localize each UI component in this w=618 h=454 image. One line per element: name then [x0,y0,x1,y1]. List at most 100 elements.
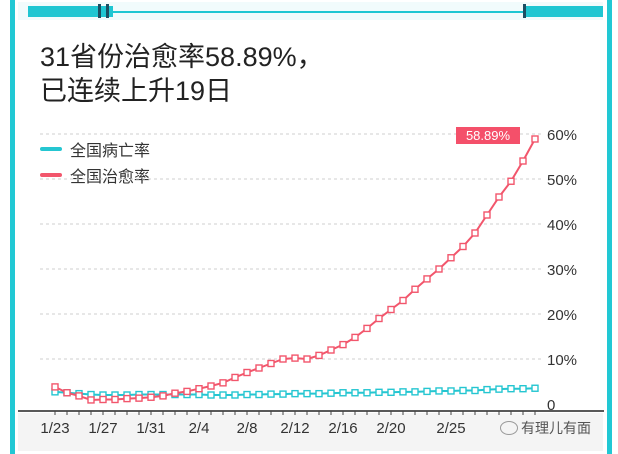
top-strip-pin [523,4,526,18]
death-rate-point [195,390,203,399]
cure-rate-point [147,393,155,401]
death-rate-point [495,385,503,393]
death-rate-point [291,389,299,398]
cure-rate-point [495,193,503,201]
cure-rate-point [51,383,59,391]
cure-rate-point [471,229,479,237]
cure-rate-point [459,242,467,251]
cure-rate-point [351,333,359,342]
death-rate-point [219,391,227,399]
y-tick-label: 20% [547,307,577,324]
top-strip-pin [98,4,101,18]
y-tick-label: 0 [547,397,555,414]
legend-swatch-cure-rate [40,173,62,177]
y-tick-label: 30% [547,262,577,279]
cure-rate-point [483,211,491,219]
top-strip-pin [106,4,109,18]
death-rate-point [399,388,407,396]
legend-label-cure-rate: 全国治愈率 [70,169,151,186]
death-rate-point [255,390,263,399]
y-tick-label: 60% [547,127,577,144]
cure-rate-point [279,355,287,363]
watermark-label: 有理儿有面 [521,420,591,436]
cure-rate-point [135,394,143,402]
death-rate-point [339,389,347,397]
cure-rate-point [531,135,539,143]
right-frame-bar [607,0,612,454]
cure-rate-point [87,396,95,404]
cure-rate-point [303,355,311,363]
cure-rate-point [75,392,83,400]
legend-item-cure-rate: 全国治愈率 [40,162,150,188]
x-tick-label: 2/12 [280,420,309,437]
cure-rate-point [387,305,395,314]
cure-rate-point [267,359,275,368]
death-rate-point [471,386,479,395]
cure-rate-point [171,389,179,397]
death-rate-point [279,390,287,398]
wechat-icon [500,421,518,435]
death-rate-point [375,388,383,396]
top-strip-right-segment [526,6,603,17]
x-tick-label: 1/23 [40,420,69,437]
cure-rate-point [435,265,443,273]
latest-value-badge: 58.89% [456,127,520,144]
cure-rate-point [219,379,227,387]
cure-rate-point [507,177,515,185]
x-tick-label: 2/16 [328,420,357,437]
chart-legend: 全国病亡率 全国治愈率 [40,136,150,188]
x-tick-label: 2/8 [237,420,258,437]
x-tick-label: 1/27 [88,420,117,437]
death-rate-point [483,385,491,394]
chart-title: 31省份治愈率58.89%， 已连续上升19日 [40,42,324,106]
cure-rate-point [339,340,347,349]
y-tick-label: 40% [547,217,577,234]
death-rate-point [267,390,275,398]
top-strip-line [113,11,558,13]
cure-rate-point [243,368,251,377]
death-rate-point [231,391,239,399]
cure-rate-point [291,354,299,362]
cure-rate-point [159,392,167,400]
death-rate-point [387,388,395,396]
cure-rate-point [327,346,335,354]
death-rate-point [327,389,335,397]
cure-rate-point [183,387,191,396]
y-tick-label: 10% [547,352,577,369]
cure-rate-point [519,157,527,165]
death-rate-point [531,384,539,392]
cure-rate-point [63,389,71,397]
top-strip-left-segment [28,6,113,17]
death-rate-point [447,387,455,395]
death-rate-point [363,389,371,397]
death-rate-point [459,386,467,395]
cure-rate-point [447,254,455,262]
cure-rate-point [255,364,263,372]
death-rate-point [207,391,215,399]
cure-rate-point [375,314,383,323]
cure-rate-point [195,385,203,393]
legend-label-death-rate: 全国病亡率 [70,143,151,160]
death-rate-point [519,385,527,393]
x-tick-label: 2/25 [436,420,465,437]
cure-rate-point [363,324,371,333]
left-frame-bar [10,0,15,454]
cure-rate-point [399,296,407,305]
death-rate-point [507,385,515,393]
cure-rate-point [231,373,239,382]
cure-rate-point [411,285,419,293]
death-rate-point [435,387,443,395]
death-rate-point [243,390,251,399]
death-rate-point [303,389,311,398]
death-rate-point [315,389,323,398]
death-rate-point [411,388,419,396]
watermark: 有理儿有面 [500,418,591,438]
y-tick-label: 50% [547,172,577,189]
death-rate-point [351,389,359,397]
x-tick-label: 1/31 [136,420,165,437]
legend-swatch-death-rate [40,147,62,151]
legend-item-death-rate: 全国病亡率 [40,136,150,162]
x-tick-label: 2/4 [189,420,210,437]
death-rate-point [423,387,431,396]
